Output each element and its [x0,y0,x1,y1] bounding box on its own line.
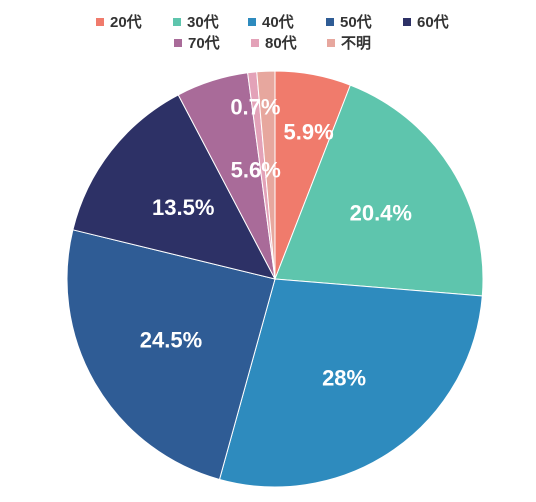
legend-item: 50代 [326,13,372,31]
legend-swatch [173,18,181,26]
legend-swatch [174,39,182,47]
legend-label: 20代 [110,13,142,31]
legend-swatch [403,18,411,26]
data-label: 28% [322,365,366,390]
data-label: 0.7% [230,95,280,120]
data-label: 24.5% [140,328,202,353]
legend-swatch [96,18,104,26]
legend-label: 70代 [188,34,220,52]
legend-item: 60代 [403,13,449,31]
legend-label: 不明 [341,35,371,52]
legend-swatch [251,39,259,47]
legend-item: 40代 [248,13,294,31]
pie-slice [256,70,276,280]
pie-slice [274,84,484,297]
legend-swatch [326,18,334,26]
pie-slice [218,278,483,488]
pie-slice [72,94,276,280]
legend-item: 80代 [251,34,297,52]
legend-item: 30代 [173,13,219,31]
legend-swatch [327,39,335,47]
legend-label: 30代 [187,13,219,31]
legend-label: 80代 [265,34,297,52]
data-labels: 5.9% 20.4% 28% 24.5% 13.5% 5.6% 0.7% [140,95,412,391]
legend: 20代 30代 40代 50代 60代 70代 80代 不明 [96,13,449,52]
pie-slices [66,70,484,488]
legend-label: 50代 [340,13,372,31]
legend-item: 70代 [174,34,220,52]
legend-label: 60代 [417,13,449,31]
pie-slice [66,229,276,481]
legend-swatch [248,18,256,26]
legend-item: 20代 [96,13,142,31]
data-label: 5.9% [284,119,334,144]
data-label: 5.6% [231,158,281,183]
legend-label: 40代 [262,13,294,31]
data-label: 13.5% [152,195,214,220]
data-label: 20.4% [350,200,412,225]
legend-item: 不明 [327,35,371,52]
